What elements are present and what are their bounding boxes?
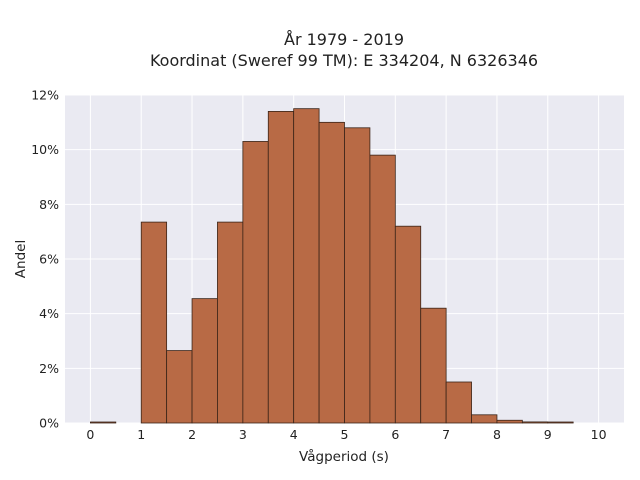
y-tick-label: 2% <box>39 361 59 376</box>
histogram-bar <box>471 414 498 424</box>
x-tick-label: 2 <box>188 427 196 442</box>
histogram-bar <box>521 421 549 424</box>
y-axis-label: Andel <box>13 240 29 278</box>
y-tick-label: 12% <box>31 88 59 103</box>
x-axis-label: Vågperiod (s) <box>299 448 389 465</box>
histogram-bar <box>420 307 447 424</box>
histogram-bar <box>394 225 422 424</box>
x-tick-label: 6 <box>391 427 399 442</box>
chart-subtitle: Koordinat (Sweref 99 TM): E 334204, N 63… <box>150 51 538 70</box>
histogram-bar <box>267 111 295 424</box>
x-tick-label: 1 <box>137 427 145 442</box>
histogram-bar <box>217 221 244 424</box>
histogram-bar <box>445 381 472 424</box>
chart-title: År 1979 - 2019 <box>284 30 404 49</box>
y-tick-label: 6% <box>39 252 59 267</box>
x-tick-label: 4 <box>290 427 298 442</box>
histogram-bar <box>293 108 320 424</box>
x-tick-label: 9 <box>544 427 552 442</box>
y-tick-label: 10% <box>31 142 59 157</box>
histogram-bar <box>344 127 371 424</box>
histogram-bar <box>547 421 574 424</box>
x-tick-label: 8 <box>493 427 501 442</box>
x-tick-label: 7 <box>442 427 450 442</box>
histogram-bar <box>140 221 168 424</box>
bars <box>90 108 574 424</box>
y-tick-label: 8% <box>39 197 59 212</box>
histogram-bar <box>496 419 523 424</box>
histogram-bar <box>166 350 193 424</box>
x-tick-label: 0 <box>86 427 94 442</box>
y-tick-label: 0% <box>39 416 59 431</box>
x-tick-label: 10 <box>591 427 607 442</box>
histogram-bar <box>90 421 117 424</box>
histogram-bar <box>191 298 218 424</box>
x-tick-label: 3 <box>239 427 247 442</box>
x-tick-label: 5 <box>341 427 349 442</box>
x-tick-labels: 0 1 2 3 4 5 6 7 8 9 10 <box>86 427 606 442</box>
histogram-bar <box>242 141 269 424</box>
y-tick-label: 4% <box>39 306 59 321</box>
histogram-bar <box>369 154 396 424</box>
histogram-bar <box>318 121 345 424</box>
y-tick-labels: 0% 2% 4% 6% 8% 10% 12% <box>31 88 59 431</box>
